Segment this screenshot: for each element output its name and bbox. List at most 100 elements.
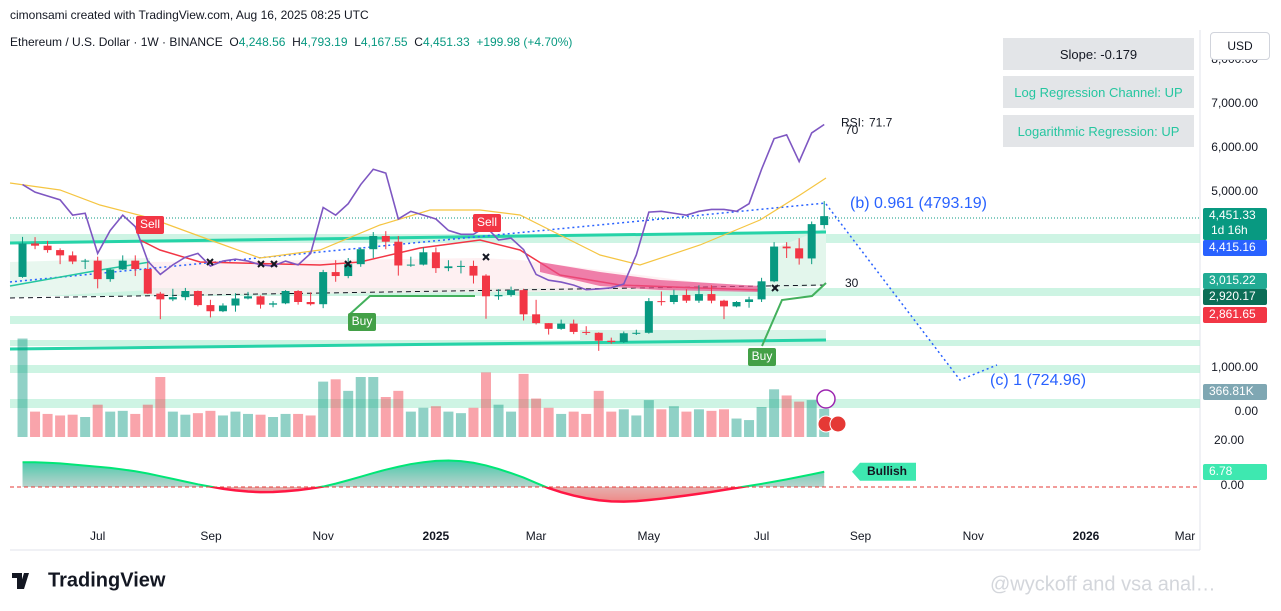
price-label: 4,415.16 <box>1209 240 1256 254</box>
volume-bar <box>230 411 241 437</box>
cross <box>206 258 214 266</box>
x-tick-label: Nov <box>963 529 984 543</box>
y-tick-label: 5,000.00 <box>1211 184 1258 198</box>
zone <box>10 234 1200 243</box>
volume-bar <box>355 377 366 437</box>
volume-bar <box>618 409 629 437</box>
wave-label: (b) 0.961 (4793.19) <box>850 195 987 212</box>
rsi-line <box>22 123 825 291</box>
candle-body <box>607 340 616 343</box>
volume-bar <box>180 414 191 437</box>
volume-bar <box>506 411 517 437</box>
candle-body <box>331 272 340 277</box>
candle-body <box>369 236 378 250</box>
candle-body <box>582 331 591 333</box>
signal-text: Sell <box>477 215 497 229</box>
price-label-bg <box>1203 273 1267 289</box>
x-tick-label: Sep <box>200 529 222 543</box>
zone <box>10 365 1200 373</box>
volume-bar <box>80 417 91 437</box>
candle-body <box>770 246 779 282</box>
volume-bar <box>17 338 28 437</box>
oscillator-label-bg <box>1203 464 1267 480</box>
volume-bar <box>606 411 617 437</box>
candle-body <box>707 294 716 301</box>
candle-body <box>281 291 290 304</box>
candle-body <box>319 272 328 305</box>
candle-body <box>807 224 816 259</box>
oscillator-line <box>22 459 825 487</box>
cross <box>257 260 265 268</box>
rsi-level: 70 <box>845 123 859 137</box>
logo-mark <box>12 573 29 589</box>
price-label: 2,920.17 <box>1209 289 1256 303</box>
zone <box>10 316 1200 324</box>
volume-bar <box>405 411 416 437</box>
volume-bar <box>481 372 491 437</box>
candle-body <box>619 333 628 343</box>
l-label: L <box>354 35 361 49</box>
o-label: O <box>229 35 239 49</box>
h-label: H <box>292 35 301 49</box>
change: +199.98 (+4.70%) <box>476 35 573 49</box>
rsi-level: 30 <box>845 276 859 290</box>
x-tick-label: 2026 <box>1073 529 1100 543</box>
candle-body <box>569 323 578 332</box>
candle-body <box>419 252 428 265</box>
zone <box>10 399 1200 408</box>
volume-bar <box>305 415 316 437</box>
candle-body <box>594 332 603 341</box>
h-value: 4,793.19 <box>300 35 348 49</box>
countdown: 1d 16h <box>1211 223 1248 237</box>
candle-body <box>31 243 40 246</box>
volume-bar <box>756 407 767 437</box>
volume-bar <box>280 413 291 437</box>
candle-body <box>118 260 127 270</box>
credit: cimonsami created with TradingView.com, … <box>10 8 369 22</box>
projection-line <box>825 203 998 381</box>
candle-body <box>193 291 202 306</box>
volume-bar <box>593 390 604 437</box>
volume-bar <box>656 409 667 437</box>
volume-bar <box>380 397 391 437</box>
candle-body <box>507 290 516 295</box>
event-icon[interactable] <box>829 415 847 433</box>
candle-body <box>456 265 465 267</box>
signal-text: Sell <box>140 217 160 231</box>
volume-bar <box>531 398 542 437</box>
volume-bar <box>42 413 53 437</box>
volume-bar <box>643 400 654 437</box>
candle-body <box>68 255 77 262</box>
volume-bar <box>744 420 755 437</box>
price-label-bg <box>1203 289 1267 305</box>
volume-bar <box>668 406 679 437</box>
candle-body <box>519 290 528 315</box>
rsi-label: RSI: <box>841 116 864 130</box>
regression-line <box>9 202 827 283</box>
event-icon[interactable] <box>816 389 836 409</box>
candle-body <box>732 302 741 307</box>
candle-body <box>156 293 165 300</box>
candle-body <box>644 301 653 333</box>
volume-bar <box>167 411 178 437</box>
x-tick-label: Mar <box>1175 529 1196 543</box>
candle-body <box>669 294 678 303</box>
signal-text: Buy <box>352 314 373 328</box>
volume-bar <box>556 413 567 437</box>
candle-body <box>757 281 766 300</box>
c-value: 4,451.33 <box>422 35 470 49</box>
candle-body <box>657 301 666 303</box>
dashed-line <box>9 284 827 299</box>
candle-body <box>557 323 566 329</box>
currency-button[interactable]: USD <box>1210 32 1270 60</box>
cross <box>771 284 779 292</box>
oscillator-label: 6.78 <box>1209 464 1233 478</box>
info-box: Log Regression Channel: UP <box>1003 76 1194 108</box>
candle-body <box>394 241 403 266</box>
volume-bar <box>418 407 429 437</box>
info-box: Slope: -0.179 <box>1003 38 1194 70</box>
volume-bar <box>217 415 228 437</box>
candle-body <box>444 266 453 269</box>
volume-bar <box>781 395 792 437</box>
